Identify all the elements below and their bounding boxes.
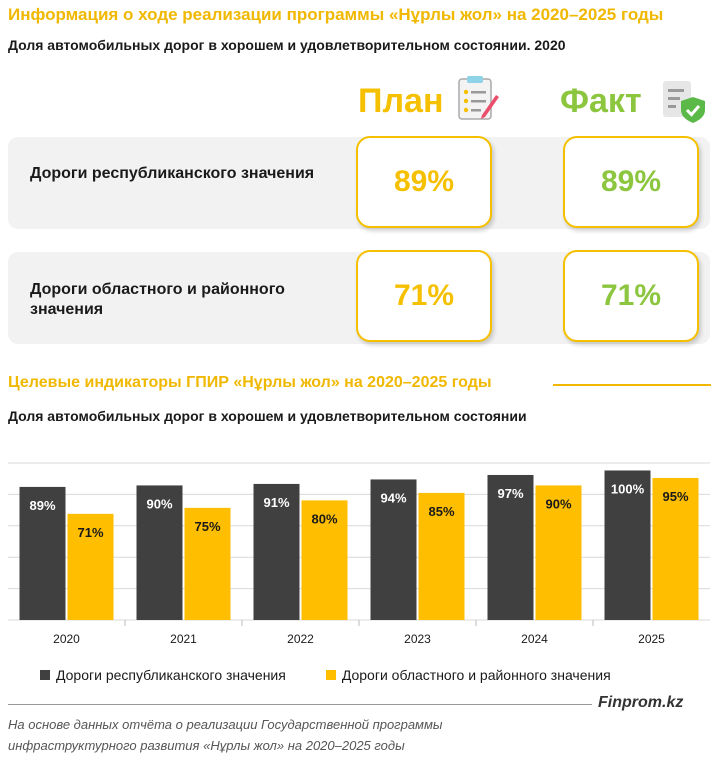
x-tick-label: 2024 <box>521 632 548 646</box>
source-note: На основе данных отчёта о реализации Гос… <box>8 717 443 753</box>
bar-regional <box>67 513 114 620</box>
data-label-regional: 85% <box>428 504 454 519</box>
bar-regional <box>301 500 348 620</box>
bar-republican <box>136 485 183 620</box>
bar-republican <box>487 474 534 620</box>
data-label-regional: 90% <box>545 496 571 511</box>
bar-regional <box>418 492 465 620</box>
row-label-republican: Дороги республиканского значения <box>30 165 315 182</box>
chart-subtitle: Доля автомобильных дорог в хорошем и удо… <box>8 408 527 424</box>
fact-column-header: Факт <box>560 82 642 120</box>
bar-regional <box>184 507 231 620</box>
legend-swatch-republican <box>40 670 50 680</box>
subtitle-2020: Доля автомобильных дорог в хорошем и удо… <box>8 37 566 53</box>
data-label-republican: 90% <box>146 496 172 511</box>
legend-swatch-regional <box>325 670 336 680</box>
page-title: Информация о ходе реализации программы «… <box>8 5 664 24</box>
checklist-pencil-icon <box>455 75 503 123</box>
bar-regional <box>652 477 699 620</box>
x-tick-label: 2020 <box>53 632 80 646</box>
row-label-regional: Дороги областного и районного значения <box>30 281 285 318</box>
data-label-regional: 80% <box>311 511 337 526</box>
plan-value-republican: 89% <box>356 136 492 228</box>
fact-value-regional: 71% <box>563 250 699 342</box>
data-label-republican: 100% <box>611 481 645 496</box>
data-label-regional: 95% <box>662 489 688 504</box>
bar-regional <box>535 485 582 620</box>
x-tick-label: 2023 <box>404 632 431 646</box>
data-label-republican: 91% <box>263 495 289 510</box>
x-tick-label: 2022 <box>287 632 314 646</box>
bar-republican <box>604 470 651 620</box>
brand-logo-text: Finprom.kz <box>598 694 684 711</box>
bar-republican <box>19 486 66 620</box>
data-label-regional: 75% <box>194 519 220 534</box>
bar-republican <box>370 479 417 620</box>
legend-label-regional: Дороги областного и районного значения <box>341 667 611 683</box>
plan-column-header: План <box>358 82 444 120</box>
data-label-regional: 71% <box>77 525 103 540</box>
x-tick-label: 2025 <box>638 632 665 646</box>
legend-label-republican: Дороги республиканского значения <box>56 667 286 683</box>
document-shield-check-icon <box>659 77 707 125</box>
section-title-targets: Целевые индикаторы ГПИР «Нұрлы жол» на 2… <box>8 374 492 391</box>
data-label-republican: 97% <box>497 486 523 501</box>
section-divider <box>553 384 711 386</box>
chart-legend: Дороги республиканского значения Дороги … <box>40 667 611 683</box>
data-label-republican: 94% <box>380 490 406 505</box>
x-tick-label: 2021 <box>170 632 197 646</box>
bar-chart: 89% 71% 2020 90% 75% 2021 91% 80% 2022 94% 85% 2023… <box>8 462 710 646</box>
fact-value-republican: 89% <box>563 136 699 228</box>
data-label-republican: 89% <box>29 498 55 513</box>
bar-republican <box>253 483 300 620</box>
plan-value-regional: 71% <box>356 250 492 342</box>
footer-divider <box>8 704 592 705</box>
